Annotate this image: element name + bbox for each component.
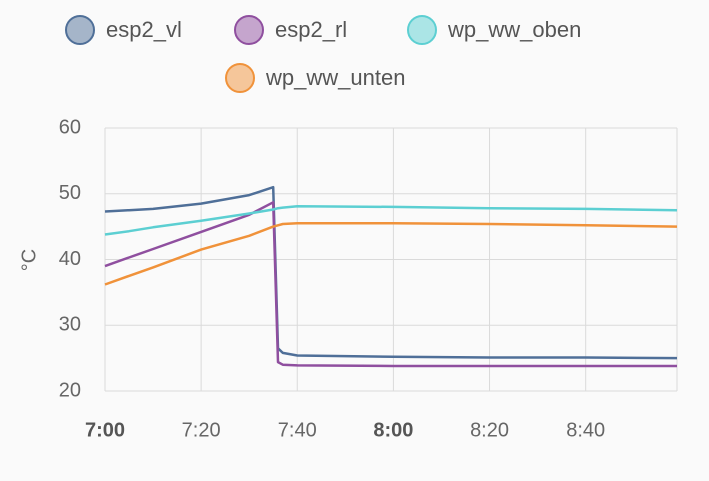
legend-swatch xyxy=(407,15,437,45)
y-tick-label: 30 xyxy=(59,314,81,336)
y-tick-label: 20 xyxy=(59,379,81,401)
x-tick-label: 8:00 xyxy=(373,419,413,441)
y-tick-label: 50 xyxy=(59,182,81,204)
legend-swatch xyxy=(65,15,95,45)
series-line xyxy=(104,201,677,368)
legend-label: wp_ww_oben xyxy=(447,17,581,42)
series-line xyxy=(104,204,678,236)
legend-label: esp2_rl xyxy=(275,17,347,42)
x-tick-label: 7:00 xyxy=(85,419,125,441)
legend-label: esp2_vl xyxy=(106,17,182,42)
x-tick-label: 8:40 xyxy=(566,419,605,441)
x-tick-label: 7:40 xyxy=(278,419,317,441)
y-axis-label: °C xyxy=(18,249,40,271)
y-tick-label: 60 xyxy=(59,116,81,138)
legend-label: wp_ww_unten xyxy=(265,65,405,90)
legend-swatch xyxy=(225,63,255,93)
x-tick-label: 8:20 xyxy=(470,419,509,441)
series-line xyxy=(104,222,678,286)
legend-swatch xyxy=(234,15,264,45)
x-tick-label: 7:20 xyxy=(182,419,221,441)
y-tick-label: 40 xyxy=(59,248,81,270)
